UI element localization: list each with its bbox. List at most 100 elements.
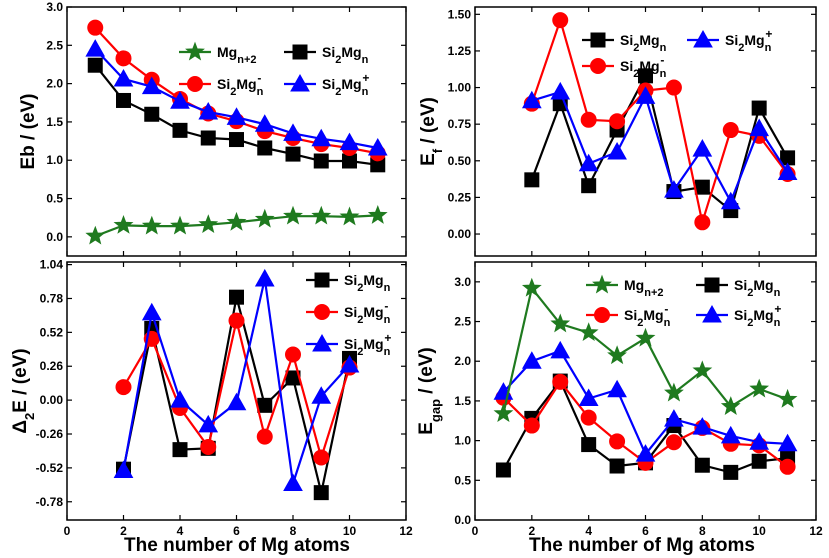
legend-label: Si2Mgn- — [620, 53, 667, 80]
legend-label: Si2Mgn — [620, 32, 667, 54]
data-point — [580, 111, 597, 128]
legend-item: Si2Mgn — [582, 32, 667, 54]
data-point — [720, 396, 741, 415]
legend-item: Si2Mgn- — [306, 299, 391, 326]
series-Mgn+2 — [85, 204, 388, 245]
data-point — [170, 215, 190, 235]
x-tick-label: 4 — [177, 524, 184, 538]
data-point — [198, 414, 219, 433]
data-point — [170, 91, 190, 109]
data-point — [198, 101, 219, 120]
data-point — [229, 289, 244, 305]
data-point — [257, 140, 273, 156]
data-point — [285, 146, 301, 162]
panel-fragmentation-energy: 0.00 0.25 0.50 0.75 1.00 1.25 1.50 Ef / (eV) Si2… — [418, 6, 817, 257]
y-tick-label: 1.5 — [46, 115, 63, 129]
data-point — [254, 114, 275, 132]
x-tick-label: 0 — [64, 524, 71, 538]
data-point — [720, 191, 741, 210]
legend-label: Si2Mgn — [734, 277, 781, 299]
legend-label: Mgn+2 — [624, 277, 663, 299]
data-point — [720, 425, 741, 444]
y-tick-label: 0.25 — [448, 190, 472, 204]
data-point — [751, 453, 767, 469]
legend-marker — [590, 32, 606, 48]
x-tick-label: 8 — [699, 524, 706, 538]
x-tick-label: 12 — [809, 524, 823, 538]
legend-item: Mgn+2 — [586, 274, 663, 299]
data-point — [367, 137, 388, 156]
data-point — [339, 354, 360, 373]
data-point — [228, 312, 245, 329]
legend-item: Si2Mgn+ — [687, 27, 772, 54]
legend-item: Si2Mgn- — [582, 53, 667, 80]
legend-item: Mgn+2 — [179, 41, 256, 66]
series-line — [530, 72, 789, 213]
legend-label: Si2Mgn- — [344, 299, 391, 326]
data-point — [311, 128, 332, 147]
y-tick-label: 0.26 — [40, 359, 64, 373]
data-point — [779, 458, 796, 475]
data-point — [85, 225, 106, 245]
data-point — [115, 50, 132, 67]
data-point — [495, 462, 511, 478]
data-point — [723, 464, 739, 480]
data-point — [607, 345, 627, 365]
legend-item: Si2Mgn+ — [284, 71, 369, 98]
x-tick-label: 6 — [233, 524, 240, 538]
data-point — [635, 86, 656, 104]
panel-second-difference-energy: -0.78 -0.52 -0.26 0.00 0.26 0.52 0.78 1.04 0 2 4 6 8… — [10, 258, 413, 538]
legend-item: Si2Mgn- — [586, 302, 671, 329]
legend-label: Si2Mgn+ — [322, 71, 369, 98]
y-tick-label: -0.52 — [36, 461, 64, 475]
x-tick-label: 10 — [752, 524, 766, 538]
series-line — [531, 90, 789, 205]
x-tick-label: 8 — [290, 524, 297, 538]
y-tick-label: 0.75 — [448, 117, 472, 131]
legend: Mgn+2 Si2Mgn Si2Mgn- Si2Mgn+ — [179, 41, 369, 98]
data-point — [552, 373, 569, 390]
y-tick-label: 3.0 — [46, 0, 63, 14]
data-point — [257, 397, 273, 413]
data-point — [87, 19, 104, 36]
data-point — [283, 473, 303, 492]
legend-label: Si2Mgn — [322, 44, 369, 66]
series-Si2Mgn+ — [85, 39, 388, 156]
data-point — [751, 100, 767, 116]
legend-marker — [704, 277, 720, 293]
data-point — [339, 206, 360, 226]
data-point — [367, 204, 388, 224]
data-point — [285, 346, 301, 363]
y-tick-label: 0.5 — [46, 192, 63, 206]
x-tick-label: 4 — [585, 524, 592, 538]
data-point — [609, 458, 625, 474]
y-tick-label: 0.00 — [448, 227, 472, 241]
series-Si2Mgn+ — [113, 268, 360, 492]
data-point — [692, 360, 713, 380]
data-point — [198, 214, 219, 234]
legend-label: Si2Mgn- — [217, 71, 264, 98]
y-axis-label: Egap / (eV) — [416, 347, 443, 435]
y-tick-label: 1.04 — [40, 258, 64, 272]
y-tick-label: 2.5 — [46, 38, 63, 52]
legend-marker — [292, 44, 308, 60]
data-point — [694, 457, 710, 473]
series-Si2Mgn+ — [521, 81, 798, 210]
y-tick-label: 0.0 — [454, 513, 471, 527]
data-point — [141, 76, 162, 95]
y-tick-label: 1.0 — [454, 434, 471, 448]
legend-label: Si2Mgn+ — [344, 331, 391, 358]
data-point — [226, 107, 247, 125]
y-tick-label: 1.5 — [454, 394, 471, 408]
data-point — [339, 132, 360, 151]
data-point — [144, 106, 160, 122]
y-tick-label: 1.25 — [448, 44, 472, 58]
data-point — [635, 444, 656, 462]
x-tick-label: 0 — [472, 524, 479, 538]
data-point — [552, 12, 569, 29]
data-point — [254, 208, 275, 228]
legend-item: Si2Mgn+ — [306, 331, 391, 358]
y-tick-label: 2.0 — [46, 77, 63, 91]
data-point — [578, 322, 599, 342]
